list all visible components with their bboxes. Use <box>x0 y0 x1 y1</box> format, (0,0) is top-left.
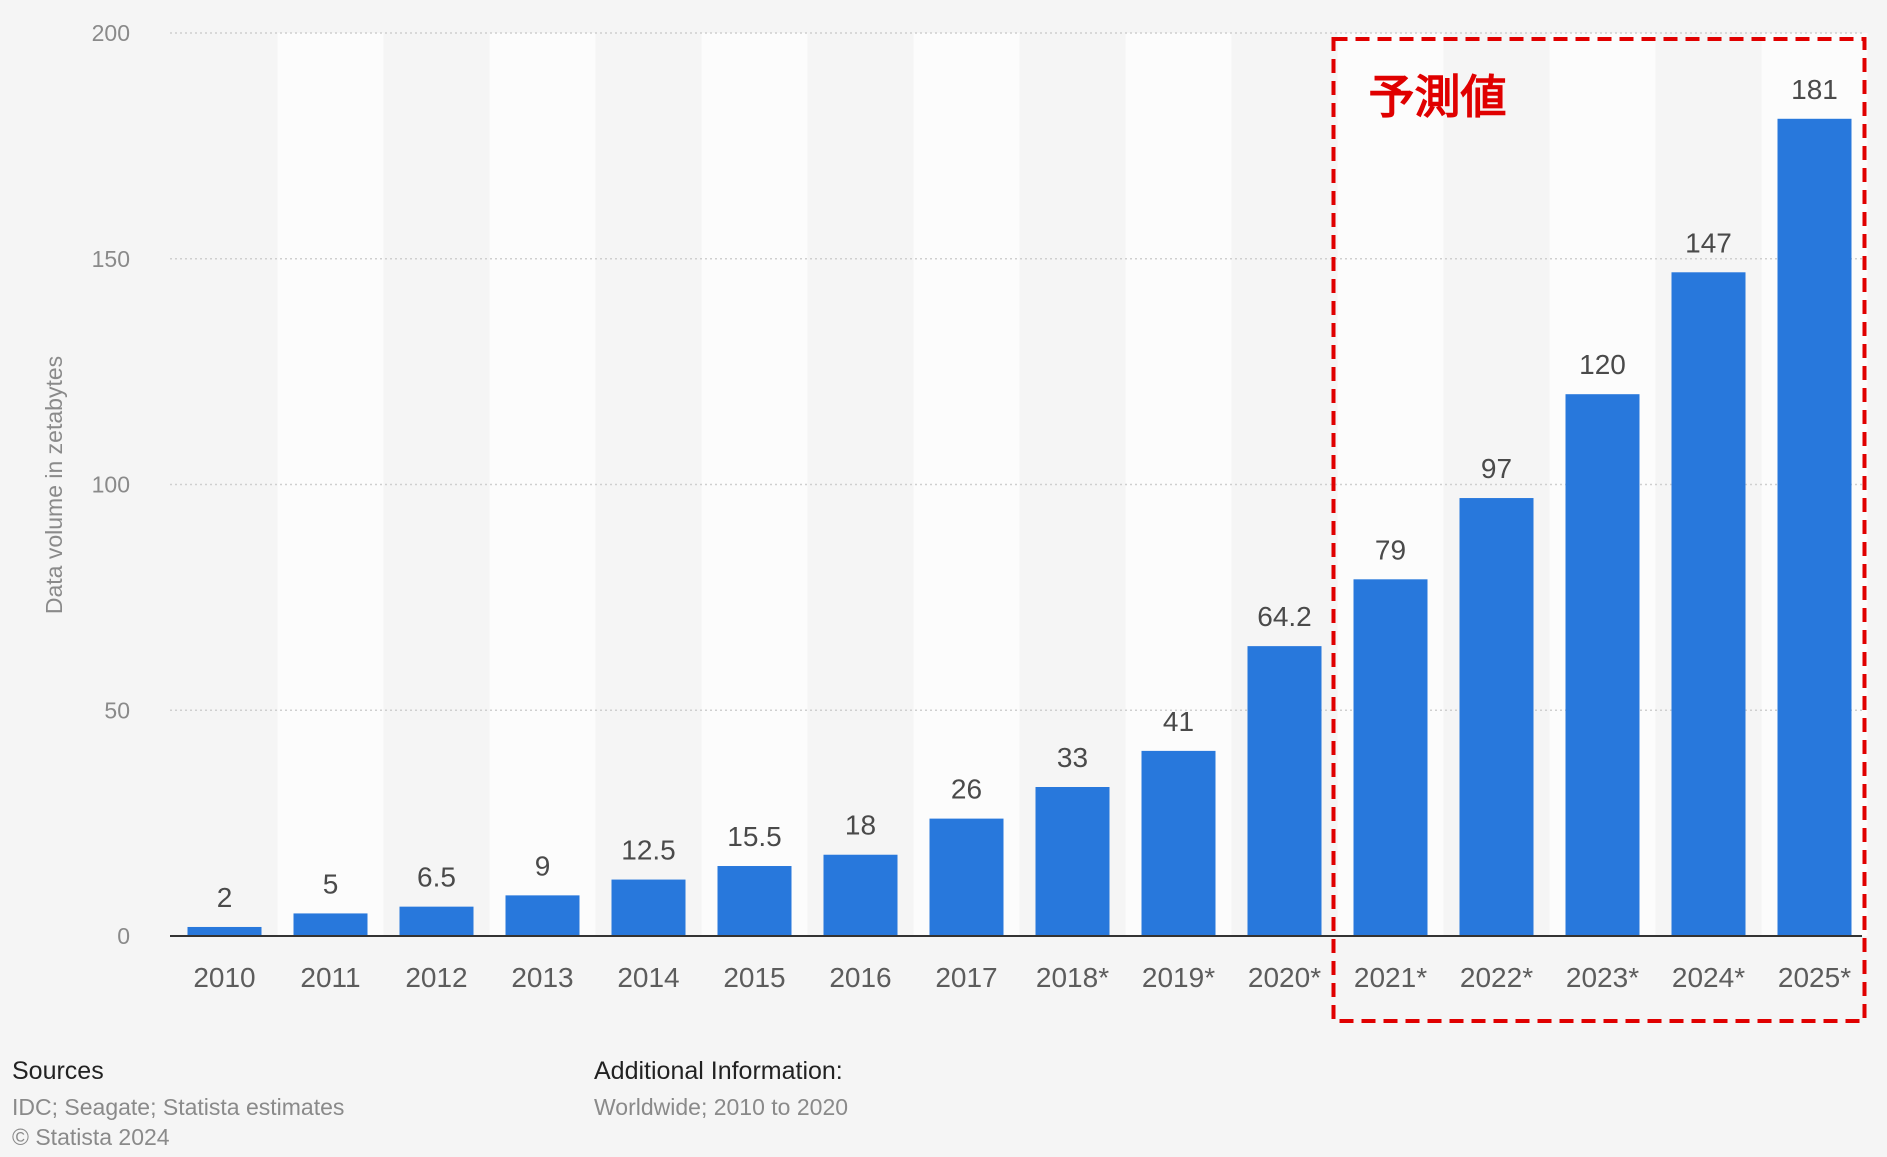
bar <box>1777 118 1852 936</box>
column-band <box>701 33 808 936</box>
x-tick-label: 2011 <box>300 962 360 993</box>
x-tick-label: 2024* <box>1672 962 1745 993</box>
additional-info-block: Additional Information: Worldwide; 2010 … <box>594 1057 848 1122</box>
bar <box>187 926 262 936</box>
x-tick-label: 2013 <box>511 962 573 993</box>
value-label: 12.5 <box>621 835 676 866</box>
x-tick-label: 2014 <box>617 962 679 993</box>
value-label: 147 <box>1685 227 1732 258</box>
y-axis-ticks: 0 50 100 150 200 <box>92 20 130 949</box>
y-tick-label: 50 <box>104 697 130 723</box>
x-tick-label: 2023* <box>1566 962 1639 993</box>
forecast-annotation-label: 予測値 <box>1369 70 1507 124</box>
value-label: 6.5 <box>417 862 456 893</box>
x-tick-label: 2025* <box>1778 962 1851 993</box>
x-tick-label: 2022* <box>1460 962 1533 993</box>
bar <box>929 818 1004 936</box>
bar <box>1671 272 1746 936</box>
bar <box>1247 646 1322 936</box>
bar <box>505 895 580 936</box>
bar <box>611 879 686 936</box>
bar <box>1353 579 1428 936</box>
value-label: 181 <box>1791 74 1838 105</box>
column-band <box>489 33 596 936</box>
value-label: 9 <box>535 850 551 881</box>
value-label: 120 <box>1579 349 1626 380</box>
x-tick-label: 2020* <box>1248 962 1321 993</box>
value-label: 26 <box>951 774 982 805</box>
x-tick-label: 2019* <box>1142 962 1215 993</box>
value-label: 97 <box>1481 453 1512 484</box>
additional-info-title: Additional Information: <box>594 1057 843 1085</box>
bar <box>823 854 898 936</box>
copyright-text: © Statista 2024 <box>12 1124 170 1150</box>
x-tick-label: 2015 <box>723 962 785 993</box>
bar <box>293 913 368 936</box>
value-label: 18 <box>845 810 876 841</box>
y-tick-label: 200 <box>92 20 130 46</box>
value-label: 64.2 <box>1257 601 1312 632</box>
value-label: 5 <box>323 868 339 899</box>
x-tick-label: 2017 <box>935 962 997 993</box>
x-tick-label: 2016 <box>829 962 891 993</box>
sources-text: IDC; Seagate; Statista estimates <box>12 1094 345 1120</box>
y-tick-label: 100 <box>92 472 130 498</box>
bar <box>1459 498 1534 936</box>
additional-info-text: Worldwide; 2010 to 2020 <box>594 1094 849 1120</box>
y-tick-label: 150 <box>92 246 130 272</box>
value-label: 79 <box>1375 534 1406 565</box>
bar <box>1565 394 1640 936</box>
x-tick-label: 2010 <box>193 962 255 993</box>
value-label: 41 <box>1163 706 1194 737</box>
x-tick-label: 2012 <box>405 962 467 993</box>
x-axis-ticks: 2010 2011 2012 2013 2014 2015 2016 2017 2018* 201… <box>193 962 1851 993</box>
y-axis-label: Data volume in zetabytes <box>41 356 67 614</box>
sources-block: Sources IDC; Seagate; Statista estimates… <box>12 1057 344 1152</box>
data-labels: 2 5 6.5 9 12.5 15.5 18 26 33 41 64.2 79 97 120 147 181 <box>217 74 1838 913</box>
x-tick-label: 2018* <box>1036 962 1109 993</box>
y-tick-label: 0 <box>117 923 130 949</box>
x-tick-label: 2021* <box>1354 962 1427 993</box>
sources-title: Sources <box>12 1057 104 1085</box>
bar <box>1035 787 1110 936</box>
forecast-annotation-box <box>1331 37 1867 1023</box>
value-label: 33 <box>1057 742 1088 773</box>
bar <box>399 906 474 936</box>
bar <box>1141 750 1216 936</box>
bar <box>717 866 792 936</box>
value-label: 2 <box>217 882 233 913</box>
bars <box>187 118 1852 936</box>
value-label: 15.5 <box>727 821 782 852</box>
